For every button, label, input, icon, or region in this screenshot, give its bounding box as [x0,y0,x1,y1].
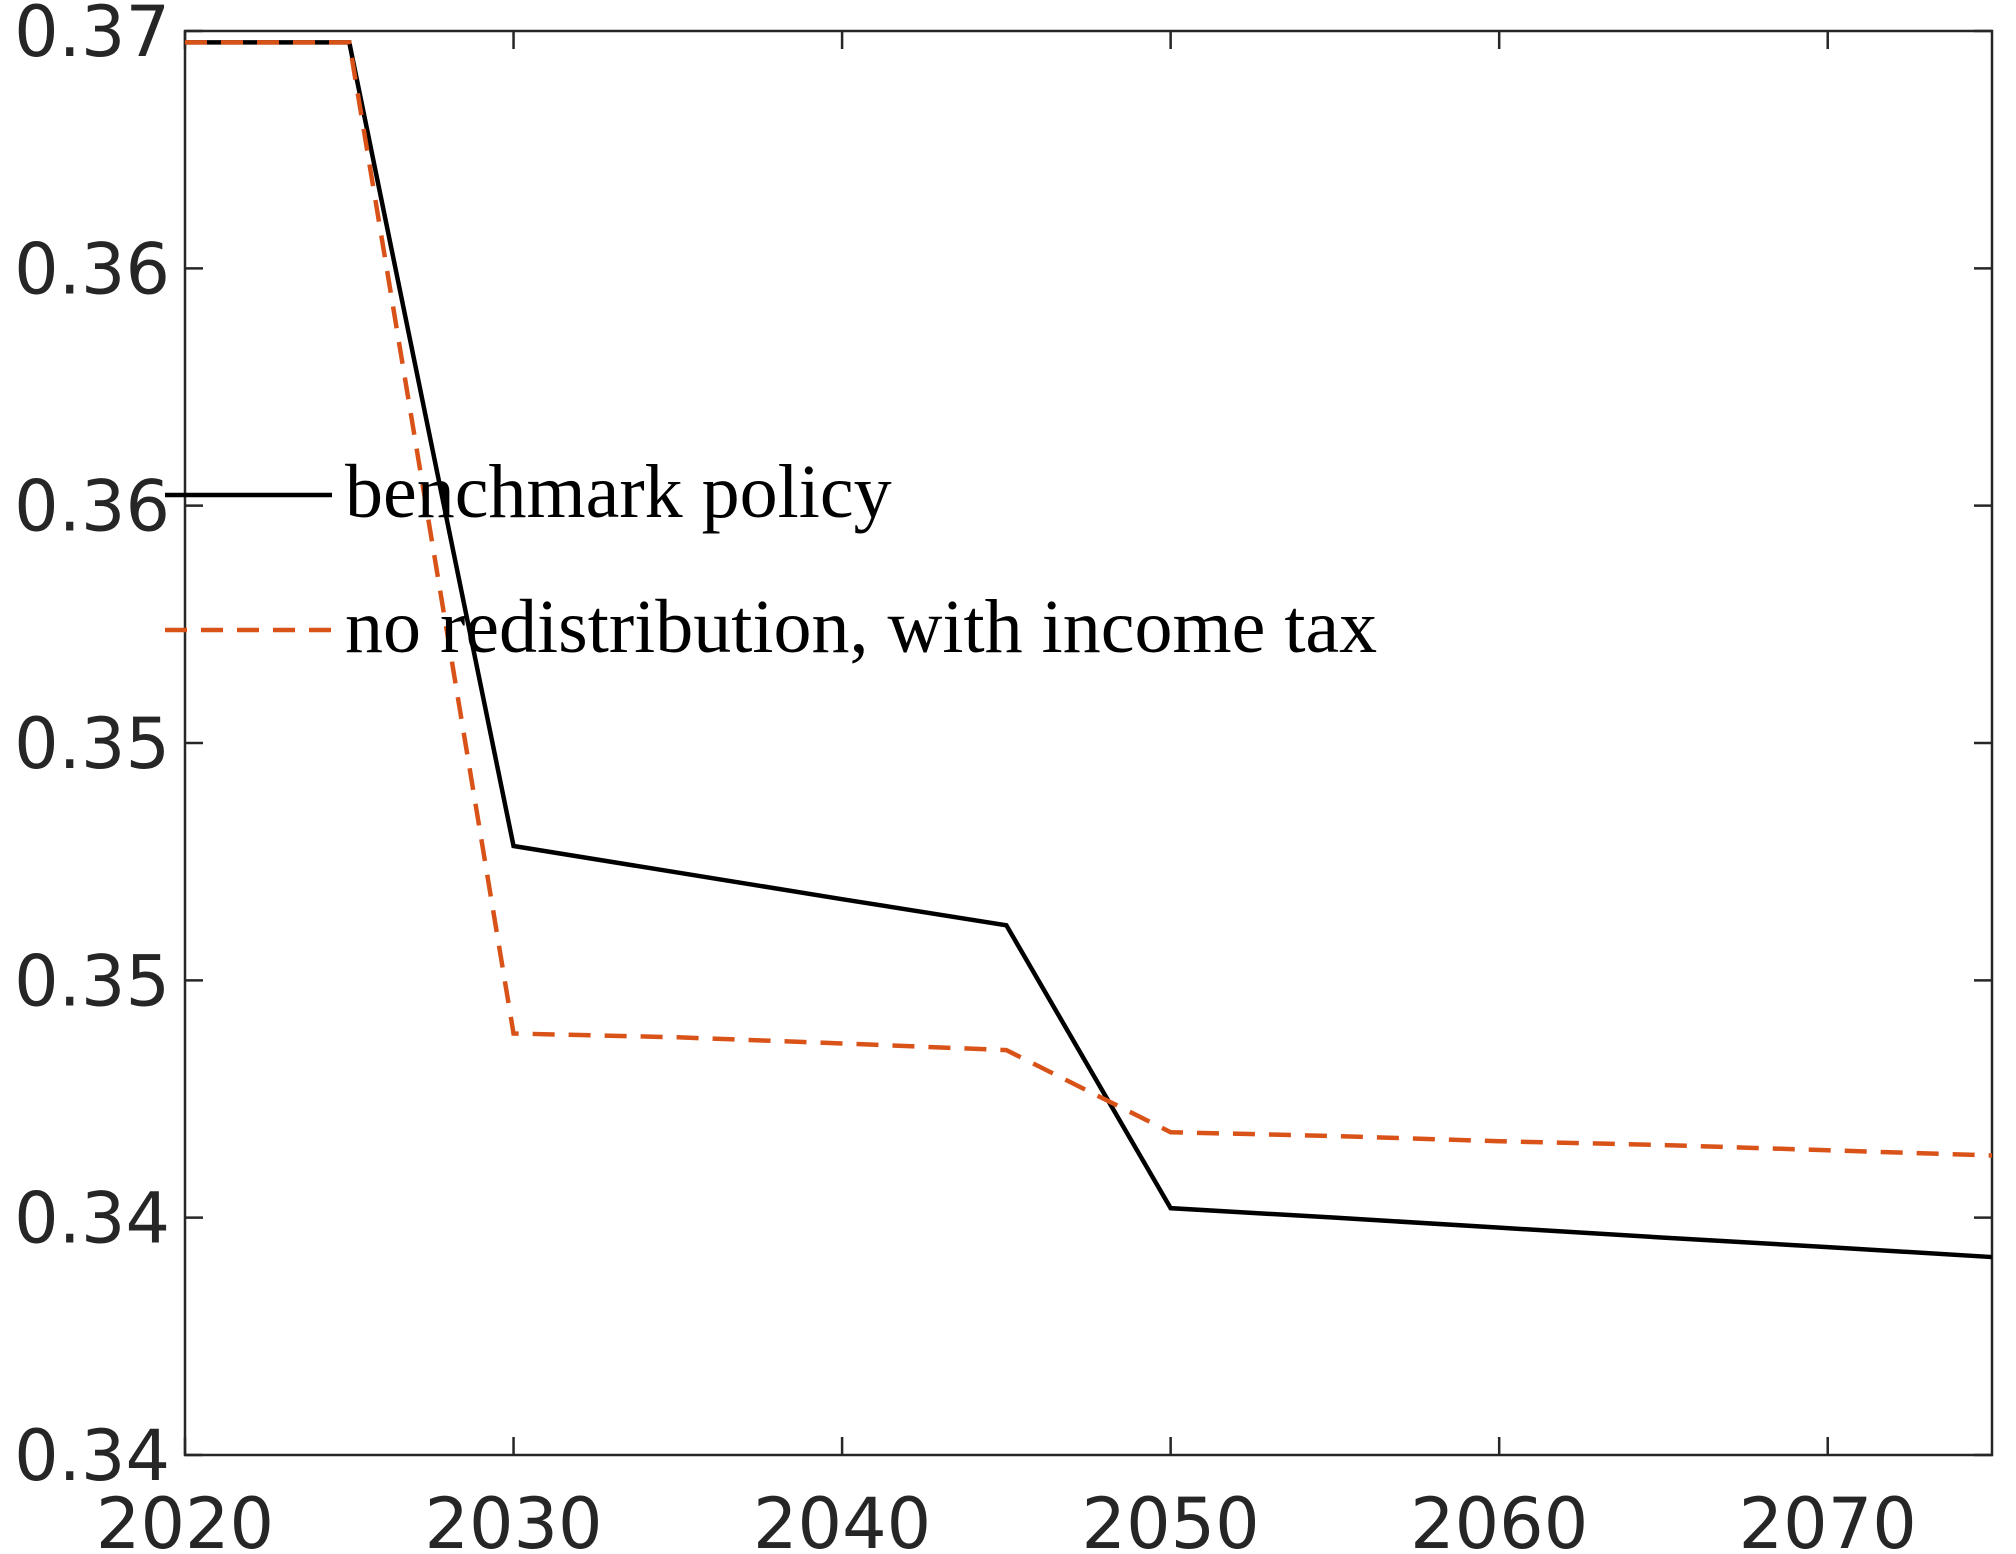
legend-label: no redistribution, with income tax [345,585,1377,669]
x-tick-label: 2070 [1739,1483,1917,1554]
series-line [185,40,1993,1260]
x-tick-label: 2030 [424,1483,602,1554]
y-tick-label: 0.36 [14,466,170,548]
y-tick-label: 0.34 [14,1415,170,1497]
y-tick-label: 0.34 [14,1178,170,1260]
legend-label: benchmark policy [345,450,892,534]
x-tick-label: 2040 [753,1483,931,1554]
x-tick-label: 2020 [96,1483,274,1554]
y-tick-label: 0.36 [14,228,170,310]
x-tick-label: 2050 [1082,1483,1260,1554]
y-tick-label: 0.35 [14,703,170,785]
y-tick-label: 0.35 [14,940,170,1022]
x-tick-label: 2060 [1410,1483,1588,1554]
y-tick-label: 0.37 [14,0,170,73]
